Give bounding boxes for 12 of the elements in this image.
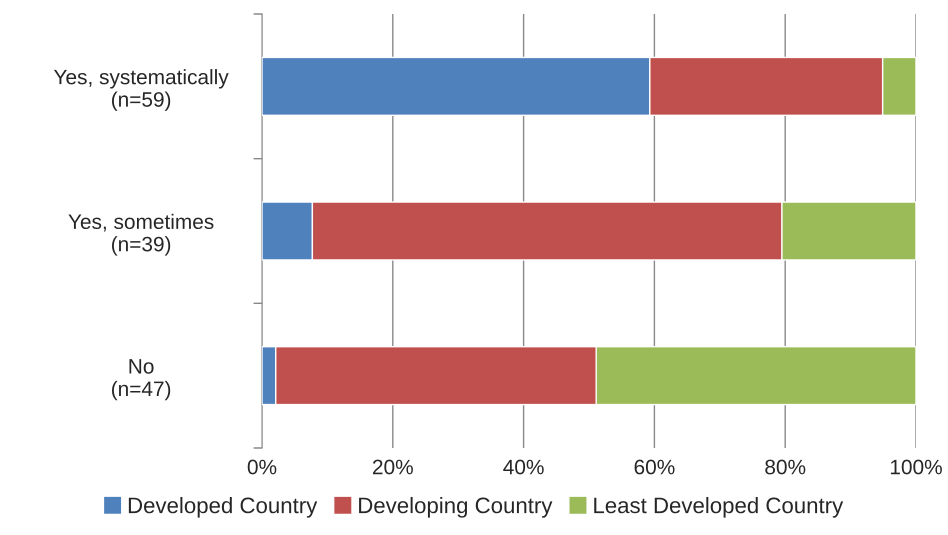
x-tick-label: 40% [503, 460, 544, 474]
x-tick-label: 20% [373, 460, 413, 474]
y-tick-label: Yes, systematically (n=59) [54, 69, 229, 111]
legend-label: Least Developed Country [594, 496, 844, 518]
x-tick-label: 80% [765, 460, 806, 474]
legend-label: Developed Country [128, 496, 318, 518]
legend-label: Developing Country [359, 496, 552, 518]
y-tick-label: No (n=47) [112, 359, 170, 400]
x-tick-label: 100% [890, 460, 942, 474]
y-tick-label: Yes, sometimes (n=39) [68, 214, 214, 256]
x-tick-label: 60% [634, 460, 675, 474]
x-tick-label: 0% [248, 460, 276, 474]
